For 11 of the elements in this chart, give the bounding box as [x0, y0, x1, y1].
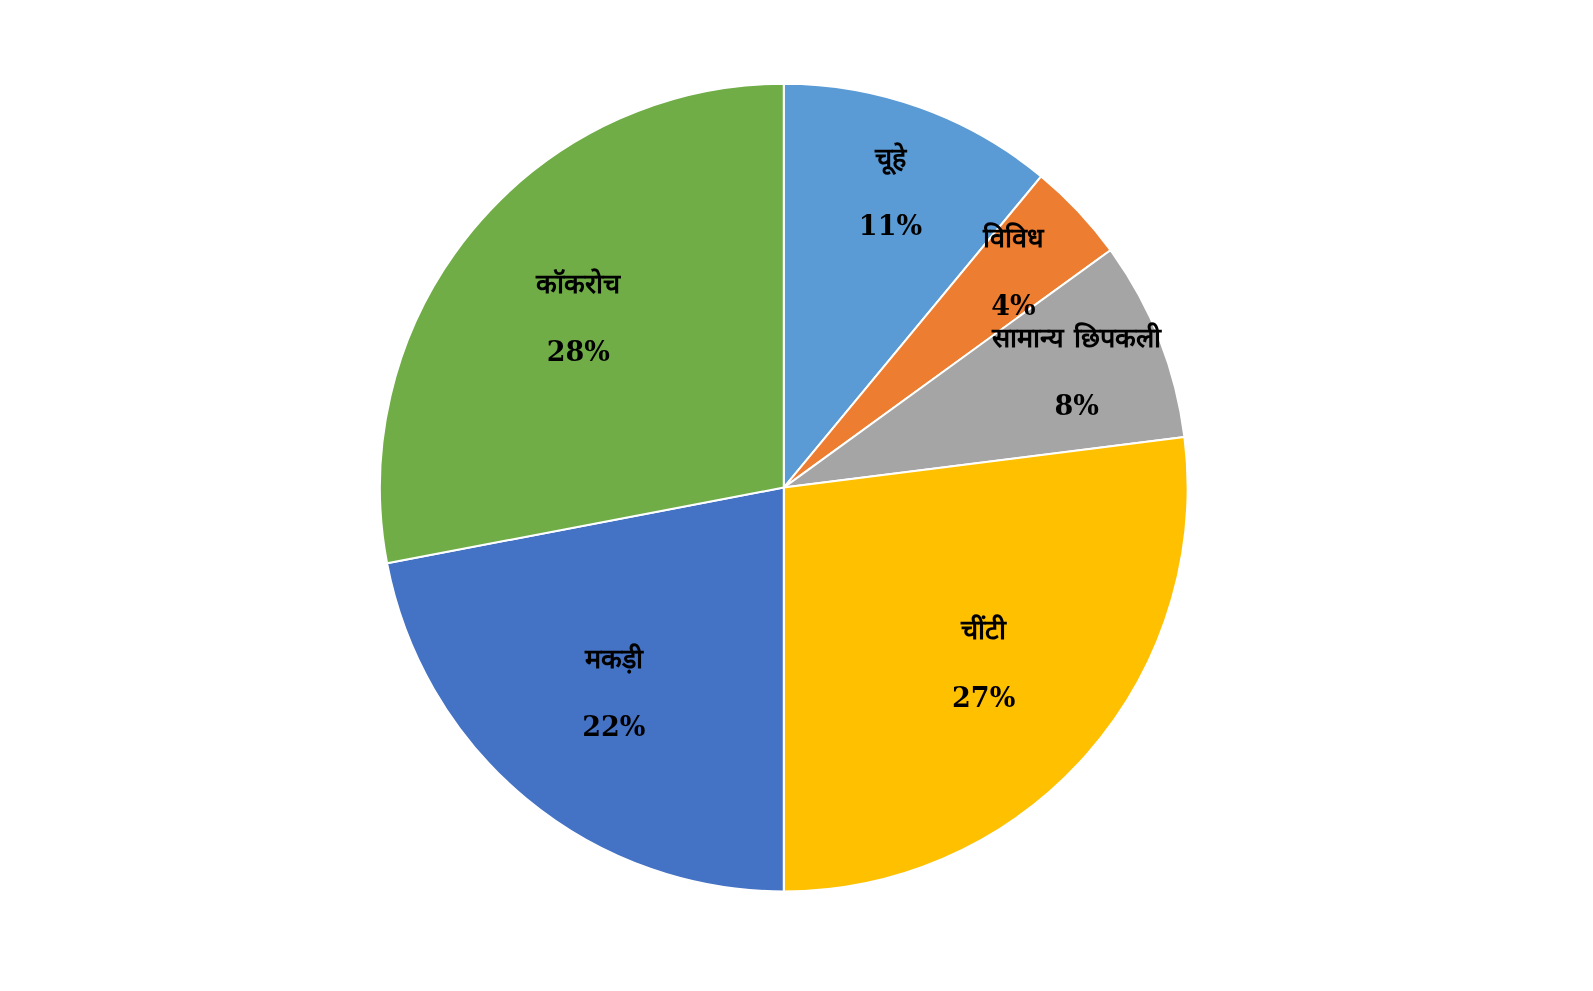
slice-label: चींटी — [960, 614, 1008, 646]
data-label: 28% — [546, 336, 611, 368]
slice-label: कॉकरोच — [535, 268, 622, 300]
data-label: 22% — [582, 711, 646, 743]
data-label: 4% — [991, 290, 1036, 322]
data-label: 27% — [952, 682, 1016, 714]
slice-label: सामान्य छिपकली — [991, 322, 1162, 354]
data-label: 11% — [858, 209, 923, 241]
slice-label: मकड़ी — [583, 643, 644, 675]
slice-label: चूहे — [873, 141, 908, 176]
data-label: 8% — [1054, 390, 1099, 422]
